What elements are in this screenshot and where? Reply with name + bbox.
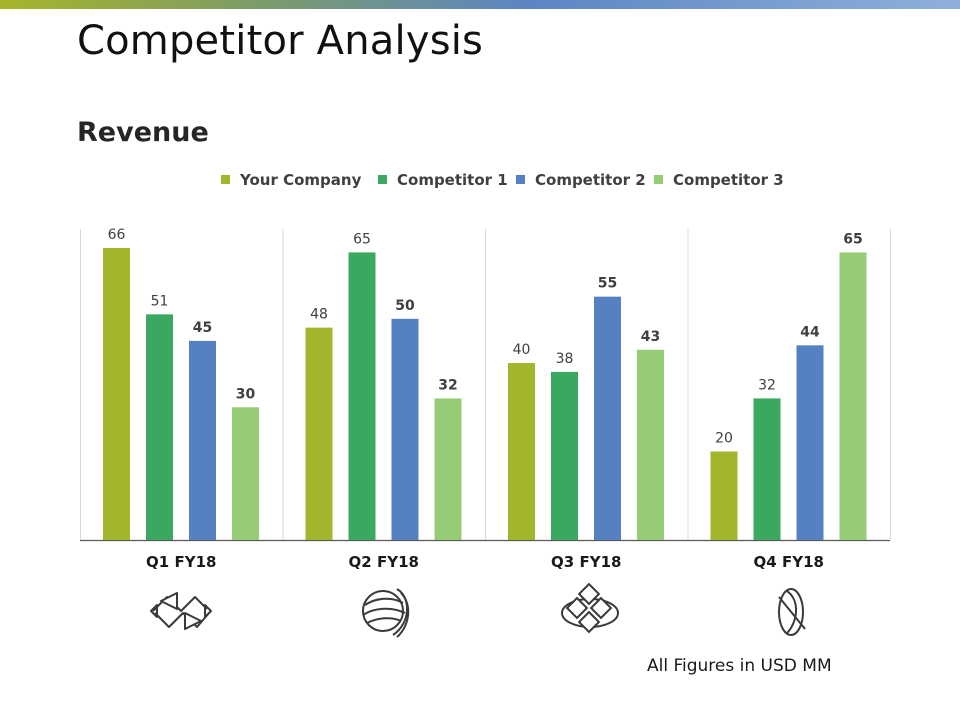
bar-1-3 (508, 363, 535, 540)
bar-2-1 (146, 314, 173, 540)
bar-3-2 (391, 318, 419, 540)
arrows-exchange-icon (150, 592, 212, 630)
legend-swatch (378, 175, 387, 184)
bar-3-1 (189, 340, 216, 540)
legend-swatch (516, 175, 525, 184)
data-label: 32 (438, 377, 457, 393)
bar-2-3 (551, 371, 578, 540)
data-label: 44 (800, 324, 820, 340)
globe-swirl-icon (362, 588, 410, 638)
legend-label: Your Company (239, 171, 362, 189)
bar-4-1 (232, 407, 259, 540)
bar-2-2 (348, 252, 376, 540)
bar-1-2 (305, 327, 333, 540)
x-tick-label: Q4 FY18 (754, 553, 824, 571)
x-tick-label: Q3 FY18 (551, 553, 621, 571)
data-label: 55 (598, 276, 617, 292)
footnote: All Figures in USD MM (647, 656, 832, 676)
bar-1-1 (103, 248, 130, 540)
no-entry-leaf-icon (778, 588, 806, 636)
data-label: 30 (236, 386, 256, 402)
top-gradient-bar (0, 0, 960, 9)
x-tick-label: Q2 FY18 (349, 553, 419, 571)
data-label: 50 (395, 298, 415, 314)
legend-swatch (654, 175, 663, 184)
bar-4-4 (839, 252, 867, 540)
legend-label: Competitor 3 (673, 171, 784, 189)
bar-3-3 (594, 296, 621, 540)
data-label: 20 (715, 431, 733, 447)
data-label: 40 (513, 342, 531, 358)
page-title: Competitor Analysis (77, 18, 484, 64)
bar-4-2 (434, 398, 462, 540)
legend-label: Competitor 2 (535, 171, 646, 189)
data-label: 51 (151, 293, 169, 309)
bar-1-4 (710, 451, 738, 540)
bar-3-4 (796, 345, 824, 540)
legend-swatch (221, 175, 230, 184)
legend-label: Competitor 1 (397, 171, 508, 189)
x-tick-label: Q1 FY18 (146, 553, 216, 571)
data-label: 32 (758, 377, 776, 393)
bar-2-4 (753, 398, 781, 540)
data-label: 45 (193, 320, 212, 336)
bar-4-3 (637, 349, 664, 540)
data-label: 43 (641, 329, 660, 345)
data-label: 65 (353, 231, 371, 247)
data-label: 66 (108, 227, 126, 243)
chart-subtitle: Revenue (77, 117, 209, 148)
data-label: 65 (843, 231, 862, 247)
data-label: 38 (556, 351, 574, 367)
diamond-cluster-icon (561, 583, 619, 634)
data-label: 48 (310, 307, 328, 323)
